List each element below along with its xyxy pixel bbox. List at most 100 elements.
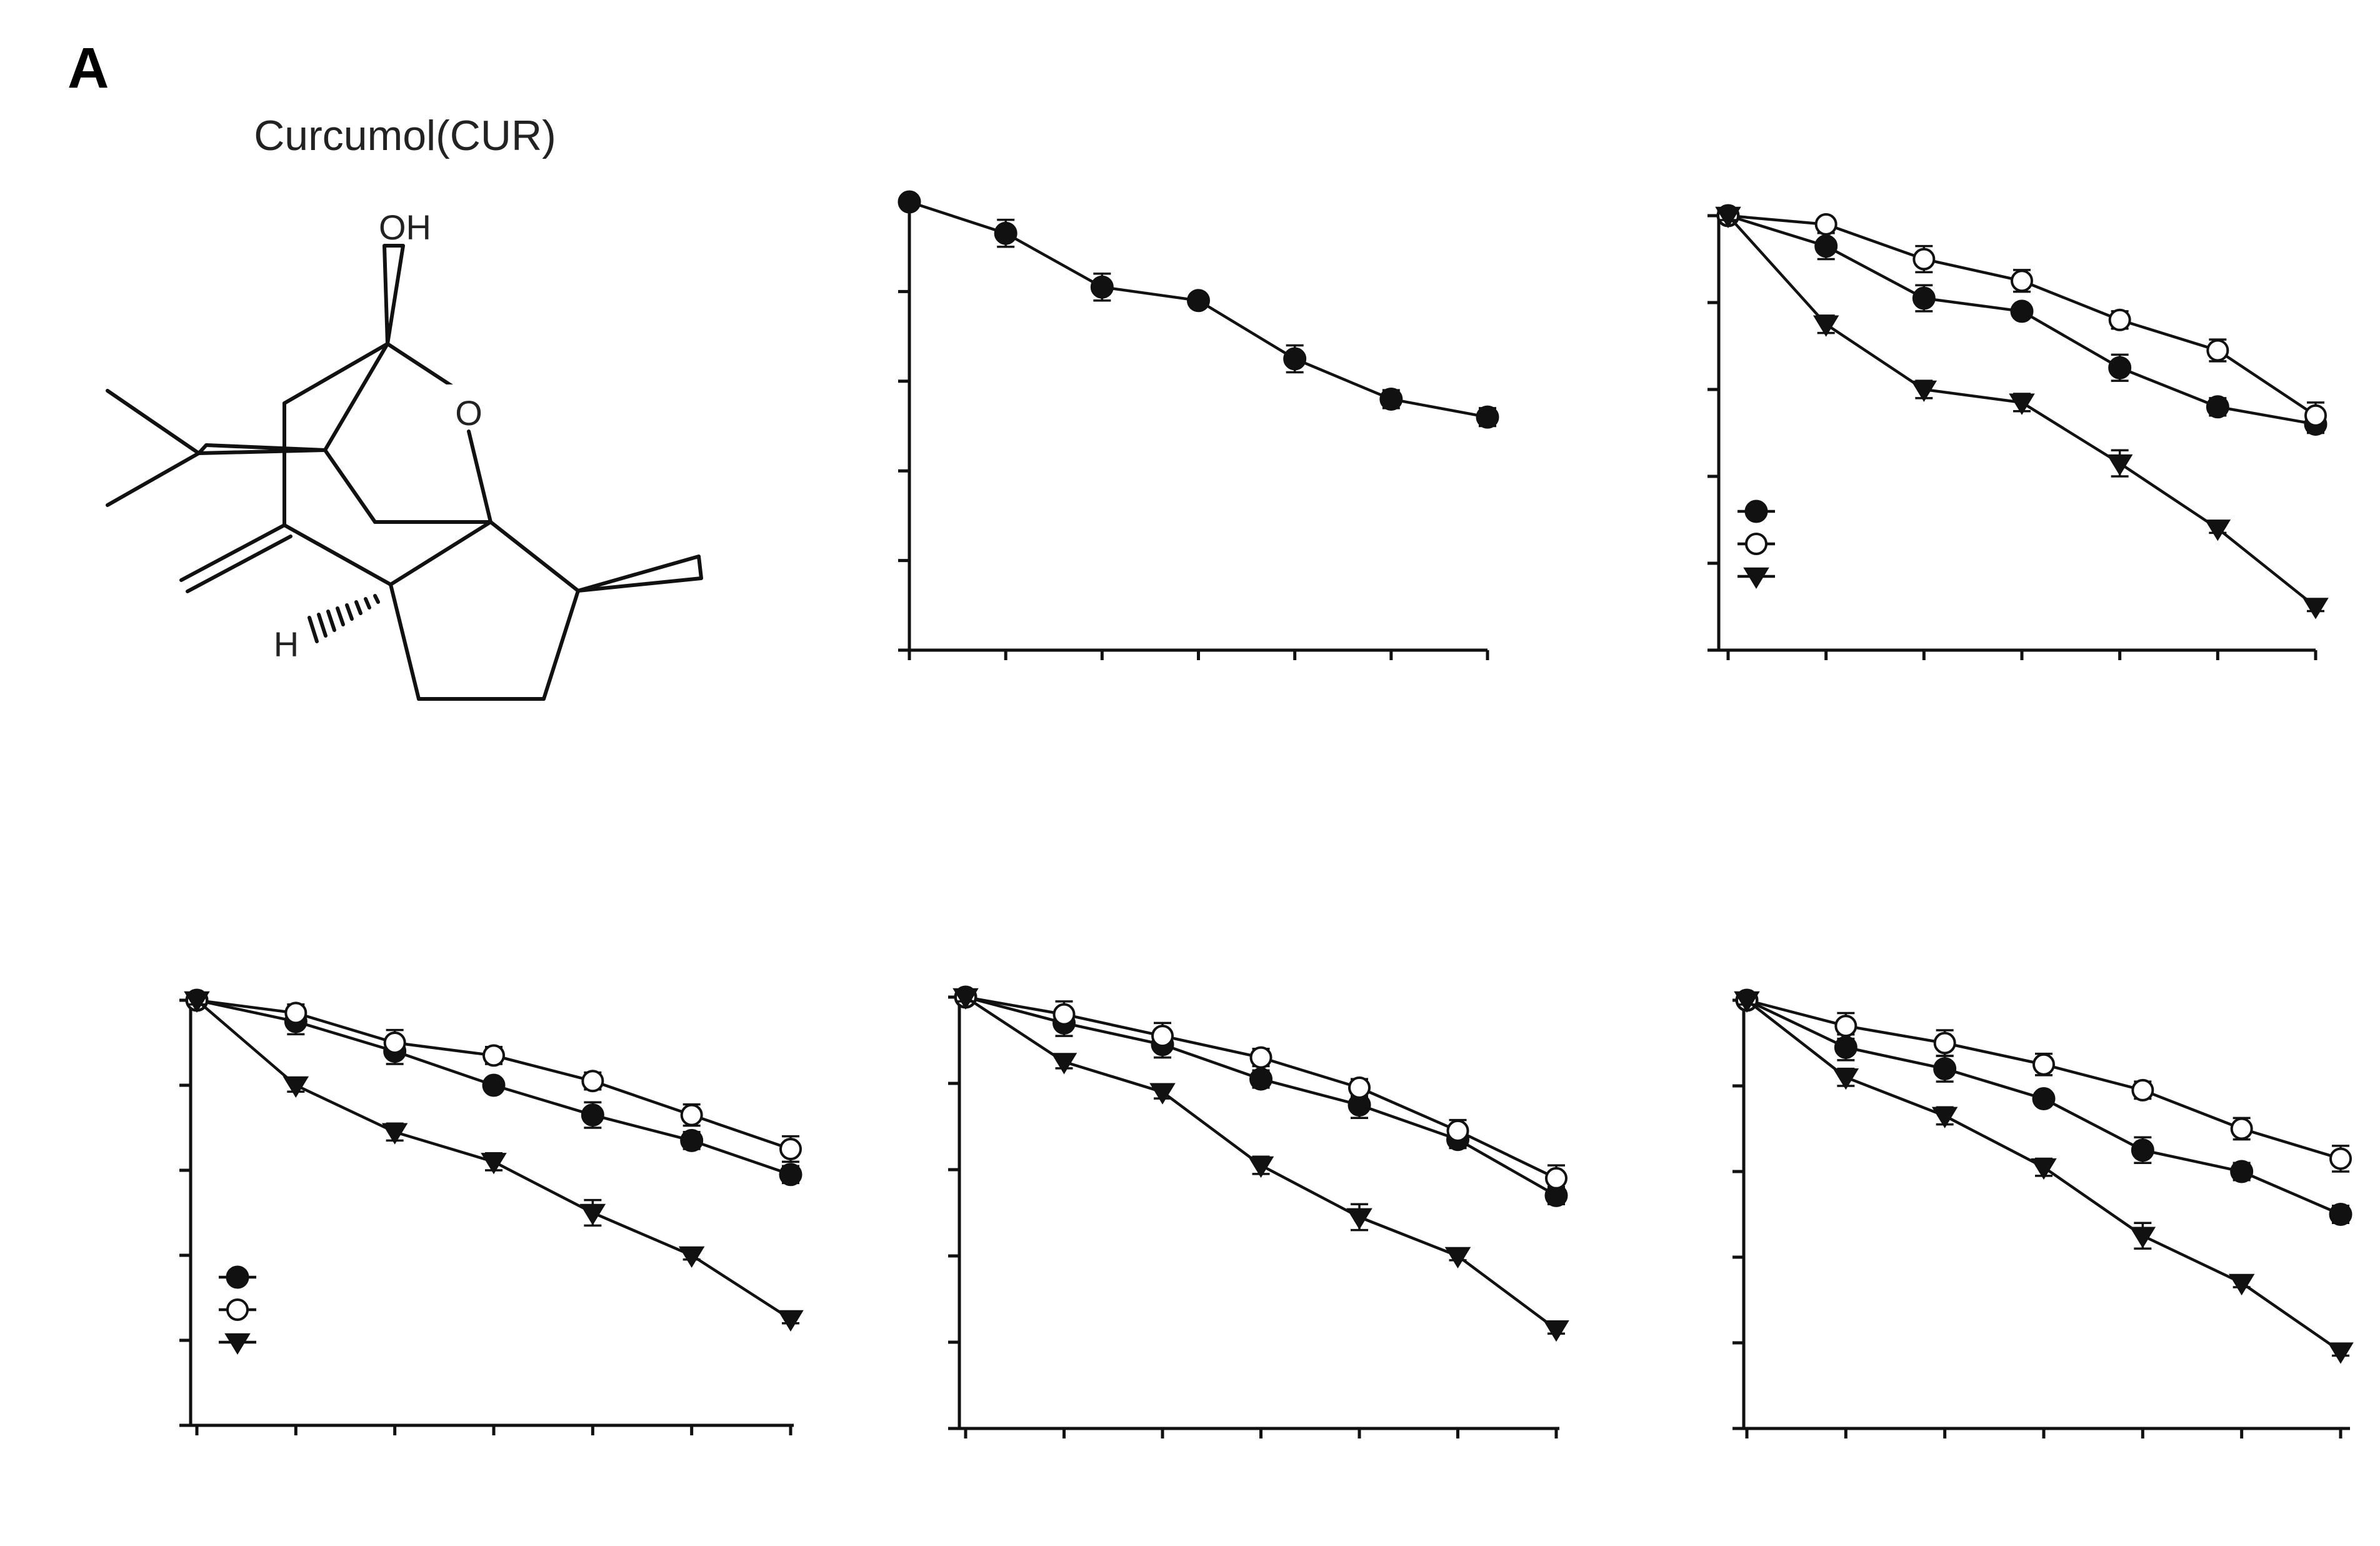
- legend-marker: [1745, 533, 1768, 555]
- data-point: [1911, 380, 1938, 402]
- chart-e: [948, 985, 1569, 1438]
- data-point: [2206, 395, 2229, 419]
- series-curcumol: [1735, 988, 2352, 1226]
- data-point: [1346, 1208, 1372, 1230]
- panel-label-a: A: [68, 36, 109, 100]
- legend-marker: [226, 1265, 249, 1289]
- data-point: [2304, 404, 2327, 427]
- data-point: [1187, 289, 1210, 313]
- data-point: [2032, 1053, 2055, 1076]
- legend-marker: [1744, 499, 1768, 523]
- data-point: [581, 1103, 604, 1127]
- data-point: [1444, 1247, 1471, 1268]
- data-point: [779, 1163, 802, 1187]
- data-point: [1476, 405, 1499, 429]
- data-point: [1734, 991, 1760, 1013]
- data-point: [1933, 1032, 1956, 1055]
- data-point: [1090, 275, 1114, 299]
- data-point: [2230, 1117, 2253, 1140]
- data-point: [2010, 299, 2034, 323]
- legend: [219, 1265, 256, 1355]
- data-point: [1933, 1057, 1957, 1081]
- data-point: [2230, 1160, 2254, 1183]
- data-point: [1912, 248, 1936, 271]
- data-point: [1814, 234, 1838, 258]
- data-point: [2131, 1078, 2154, 1102]
- data-point: [1248, 1156, 1274, 1178]
- data-point: [2108, 356, 2132, 379]
- data-point: [2011, 269, 2033, 293]
- data-point: [680, 1128, 704, 1152]
- data-point: [1051, 1053, 1078, 1075]
- data-point: [1151, 1025, 1174, 1048]
- data-point: [952, 988, 979, 1010]
- data-point: [1812, 315, 1839, 337]
- data-point: [779, 1138, 802, 1160]
- structure-title: Curcumol(CUR): [254, 112, 556, 159]
- data-point: [1379, 387, 1403, 411]
- data-point: [2032, 1087, 2056, 1111]
- chart-c: [1708, 204, 2329, 660]
- panel-a-structure: A Curcumol(CUR): [68, 36, 703, 701]
- data-point: [1545, 1167, 1568, 1190]
- data-point: [2129, 1227, 2156, 1248]
- data-point: [2329, 1147, 2352, 1170]
- data-point: [381, 1123, 408, 1145]
- data-point: [284, 1001, 308, 1025]
- data-point: [1715, 206, 1741, 228]
- legend: [1738, 499, 1775, 589]
- data-point: [680, 1103, 703, 1127]
- data-point: [1834, 1035, 1858, 1059]
- legend-marker: [224, 1333, 251, 1355]
- data-point: [2031, 1158, 2057, 1180]
- data-point: [2108, 308, 2131, 331]
- data-point: [282, 1076, 309, 1098]
- data-point: [1249, 1046, 1272, 1069]
- data-point: [1283, 347, 1307, 371]
- data-point: [2009, 393, 2035, 415]
- data-point: [1446, 1119, 1469, 1142]
- atom-label-oh: OH: [379, 208, 431, 247]
- data-point: [1052, 1003, 1076, 1026]
- data-point: [678, 1246, 705, 1268]
- data-point: [1149, 1083, 1176, 1105]
- chart-b: [898, 190, 1499, 660]
- chart-d: [179, 988, 804, 1435]
- chart-f: [1732, 988, 2354, 1438]
- data-point: [184, 991, 210, 1013]
- data-point: [2204, 520, 2231, 541]
- data-point: [482, 1073, 506, 1097]
- series-cddp: [1736, 989, 2352, 1173]
- data-point: [1814, 213, 1838, 236]
- data-point: [482, 1044, 505, 1067]
- data-point: [1348, 1076, 1371, 1099]
- data-point: [2228, 1273, 2255, 1296]
- data-point: [994, 221, 1018, 245]
- series-cddp: [954, 986, 1568, 1193]
- series-curcumol-cddp: [184, 991, 804, 1332]
- data-point: [2328, 1342, 2354, 1364]
- legend-marker: [226, 1298, 249, 1321]
- data-point: [1931, 1107, 1958, 1128]
- series-curcumol-cddp: [1715, 206, 2329, 620]
- atom-label-o: O: [455, 393, 482, 433]
- data-point: [481, 1153, 507, 1175]
- series-curcumol: [898, 190, 1499, 429]
- data-point: [1912, 286, 1936, 310]
- data-point: [1249, 1067, 1272, 1091]
- data-point: [1543, 1320, 1569, 1342]
- curcumol-structure-drawing: [106, 244, 703, 701]
- data-point: [2329, 1203, 2352, 1226]
- data-point: [383, 1032, 406, 1054]
- atom-label-h: H: [274, 625, 299, 664]
- data-point: [2206, 339, 2229, 362]
- data-point: [579, 1203, 606, 1225]
- legend-marker: [1743, 567, 1769, 589]
- data-point: [778, 1310, 804, 1332]
- data-point: [2131, 1138, 2154, 1162]
- series-curcumol-cddp: [952, 988, 1569, 1342]
- data-point: [1832, 1068, 1859, 1090]
- series-cddp: [1717, 204, 2327, 430]
- data-point: [1834, 1015, 1858, 1038]
